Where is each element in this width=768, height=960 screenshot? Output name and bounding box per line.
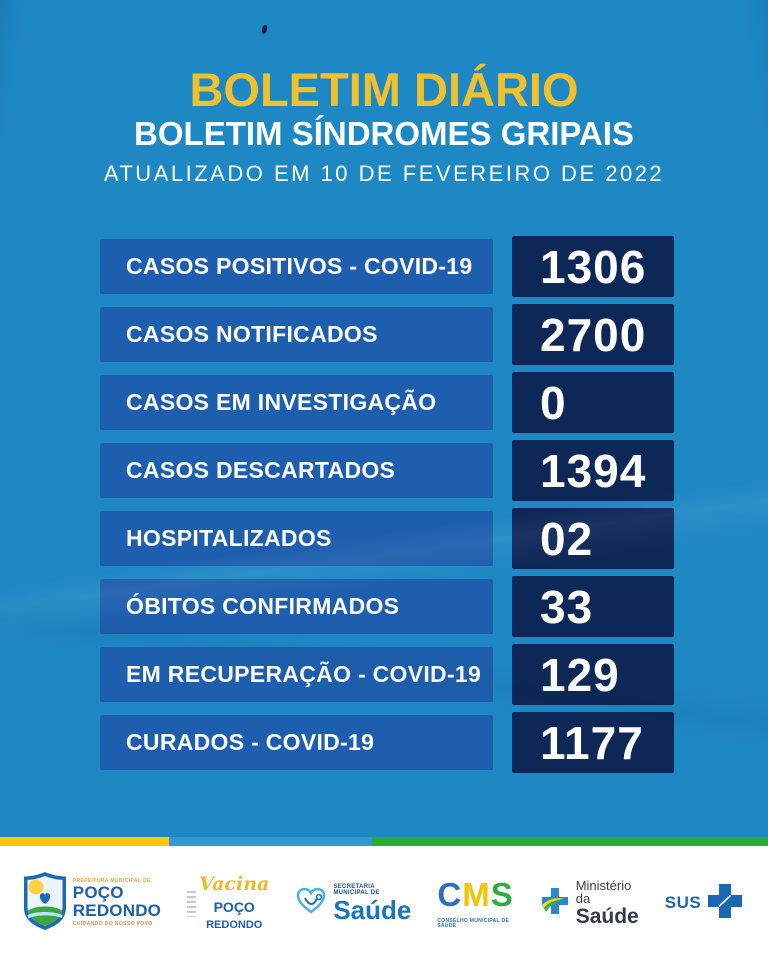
vacina-line1: POÇO xyxy=(213,899,255,915)
stat-value: 129 xyxy=(512,644,674,705)
ministerio-cross-icon xyxy=(540,886,570,921)
prefeitura-tagline: CUIDANDO DO NOSSO POVO xyxy=(72,920,153,927)
ministerio-line1: Ministério da xyxy=(575,878,632,906)
stripe-green-segment xyxy=(372,837,768,846)
cms-letter-m: M xyxy=(462,875,491,913)
stat-value: 1394 xyxy=(512,440,674,501)
heart-stethoscope-icon xyxy=(295,885,327,922)
prefeitura-name-line2: REDONDO xyxy=(72,901,162,920)
stat-label: CURADOS - COVID-19 xyxy=(100,715,493,770)
footer-stripe xyxy=(0,837,768,846)
page-subtitle: BOLETIM SÍNDROMES GRIPAIS xyxy=(134,115,634,152)
secretaria-saude-logo: SECRETARIA MUNICIPAL DE Saúde xyxy=(295,884,411,923)
cms-logo: CMS CONSELHO MUNICIPAL DE SAÚDE xyxy=(437,878,513,929)
ministerio-line2: Saúde xyxy=(575,905,639,928)
stat-value: 1306 xyxy=(512,236,674,297)
table-row: CASOS NOTIFICADOS 2700 xyxy=(100,304,674,365)
secretaria-logo-text: SECRETARIA MUNICIPAL DE Saúde xyxy=(333,884,411,923)
stat-value: 02 xyxy=(512,508,674,569)
prefeitura-small-text: PREFEITURA MUNICIPAL DE xyxy=(72,877,151,884)
table-row: CASOS POSITIVOS - COVID-19 1306 xyxy=(100,236,674,297)
prefeitura-crest-icon xyxy=(23,871,67,936)
stat-label: EM RECUPERAÇÃO - COVID-19 xyxy=(100,647,493,702)
ministerio-saude-logo: Ministério da Saúde xyxy=(540,879,639,927)
stat-value: 2700 xyxy=(512,304,674,365)
stat-label: CASOS DESCARTADOS xyxy=(100,443,493,498)
prefeitura-name-line1: POÇO xyxy=(72,883,124,903)
cms-acronym: CMS xyxy=(437,878,513,911)
stripe-blue-segment xyxy=(168,837,373,846)
stat-value: 33 xyxy=(512,576,674,637)
stat-label: HOSPITALIZADOS xyxy=(100,511,493,566)
stat-value: 0 xyxy=(512,372,674,433)
ink-speck xyxy=(261,24,268,35)
table-row: CURADOS - COVID-19 1177 xyxy=(100,712,674,773)
stat-label: CASOS POSITIVOS - COVID-19 xyxy=(100,239,493,294)
stat-value: 1177 xyxy=(512,712,674,773)
cms-letter-c: C xyxy=(437,875,463,913)
header: BOLETIM DIÁRIO BOLETIM SÍNDROMES GRIPAIS… xyxy=(0,66,768,187)
secretaria-name: Saúde xyxy=(333,894,412,925)
prefeitura-logo: PREFEITURA MUNICIPAL DE POÇO REDONDO CUI… xyxy=(23,871,161,936)
sus-logo: SUS xyxy=(665,881,745,926)
ministerio-logo-text: Ministério da Saúde xyxy=(576,879,639,927)
vacina-script-text: Vacina xyxy=(199,873,270,895)
stat-label: CASOS NOTIFICADOS xyxy=(100,307,493,362)
footer-logos: PREFEITURA MUNICIPAL DE POÇO REDONDO CUI… xyxy=(0,846,768,960)
updated-date: ATUALIZADO EM 10 DE FEVEREIRO DE 2022 xyxy=(103,161,665,186)
vacina-logo: Vacina POÇO REDONDO xyxy=(187,875,269,931)
stat-label: CASOS EM INVESTIGAÇÃO xyxy=(100,375,493,430)
stat-label: ÓBITOS CONFIRMADOS xyxy=(100,579,493,634)
stats-table: CASOS POSITIVOS - COVID-19 1306 CASOS NO… xyxy=(100,236,674,773)
stripe-yellow-segment xyxy=(0,837,169,846)
cms-letter-s: S xyxy=(490,875,514,913)
prefeitura-logo-text: PREFEITURA MUNICIPAL DE POÇO REDONDO CUI… xyxy=(72,877,162,927)
footer: PREFEITURA MUNICIPAL DE POÇO REDONDO CUI… xyxy=(0,837,768,960)
table-row: HOSPITALIZADOS 02 xyxy=(100,508,674,569)
cms-caption: CONSELHO MUNICIPAL DE SAÚDE xyxy=(437,917,510,929)
sus-cross-icon xyxy=(705,881,745,926)
table-row: ÓBITOS CONFIRMADOS 33 xyxy=(100,576,674,637)
secretaria-small-text: SECRETARIA MUNICIPAL DE xyxy=(333,883,380,896)
page-title: BOLETIM DIÁRIO xyxy=(189,63,579,116)
table-row: EM RECUPERAÇÃO - COVID-19 129 xyxy=(100,644,674,705)
vacina-line2: REDONDO xyxy=(206,919,263,931)
sus-label: SUS xyxy=(664,893,702,912)
table-row: CASOS DESCARTADOS 1394 xyxy=(100,440,674,501)
table-row: CASOS EM INVESTIGAÇÃO 0 xyxy=(100,372,674,433)
